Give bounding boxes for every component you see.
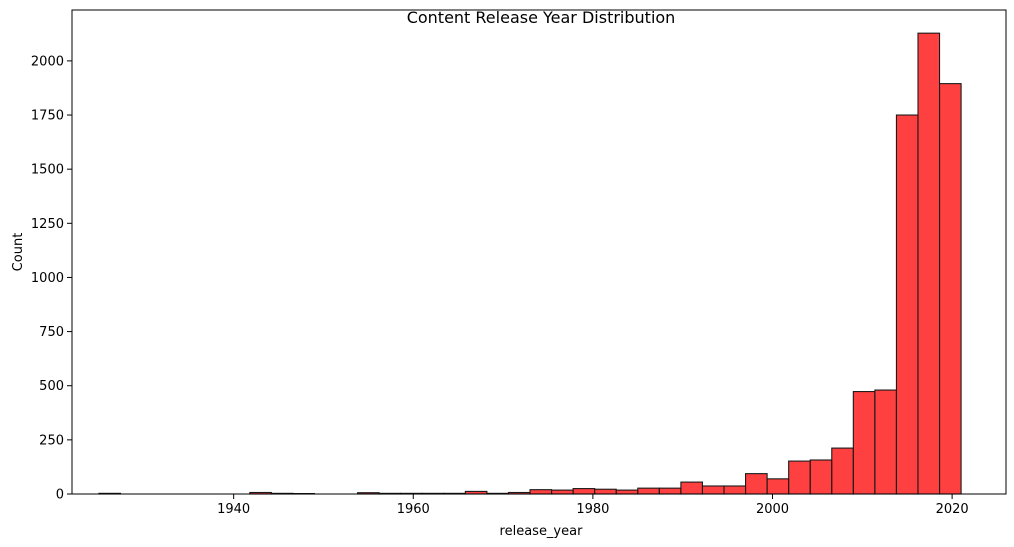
histogram-bar <box>529 489 553 495</box>
y-tick-label: 250 <box>39 433 64 448</box>
histogram-bar <box>938 83 962 495</box>
histogram-bar <box>874 389 897 495</box>
bars-group <box>98 32 962 495</box>
histogram-bar <box>745 473 768 495</box>
y-tick-label: 1500 <box>31 163 64 178</box>
x-axis: 1940 1960 1980 2000 2020 <box>217 494 969 517</box>
histogram-bar <box>831 447 854 495</box>
histogram-bar <box>572 488 596 495</box>
y-tick-label: 500 <box>39 379 64 394</box>
y-axis-label: Count <box>11 233 26 272</box>
x-axis-label: release_year <box>500 524 584 539</box>
plot-frame <box>71 9 1007 495</box>
x-tick-label: 1980 <box>576 502 609 517</box>
y-tick-label: 1750 <box>31 109 64 124</box>
histogram-bar <box>701 485 725 495</box>
histogram-bar <box>680 481 704 495</box>
histogram-bar <box>895 114 919 495</box>
histogram-bar <box>917 32 941 495</box>
y-tick-label: 1000 <box>31 271 64 286</box>
chart-title: Content Release Year Distribution <box>407 8 676 27</box>
y-tick-label: 2000 <box>31 54 64 69</box>
histogram-bar <box>594 488 617 495</box>
x-tick-label: 2020 <box>936 502 969 517</box>
histogram-bar <box>615 489 639 495</box>
x-tick-label: 1940 <box>217 502 250 517</box>
histogram-bar <box>809 459 833 495</box>
histogram-bar <box>852 391 876 495</box>
x-tick-label: 1960 <box>397 502 430 517</box>
y-axis: 0 250 500 750 1000 1250 1500 1750 2000 <box>31 54 72 503</box>
histogram-bar <box>637 487 660 495</box>
y-tick-label: 1250 <box>31 217 64 232</box>
histogram-bar <box>723 485 747 495</box>
histogram-bar <box>658 487 682 495</box>
y-tick-label: 750 <box>39 325 64 340</box>
histogram-bar <box>551 489 574 495</box>
y-tick-label: 0 <box>56 488 64 503</box>
histogram-bar <box>788 460 811 495</box>
x-tick-label: 2000 <box>756 502 789 517</box>
histogram-bar <box>766 478 790 495</box>
